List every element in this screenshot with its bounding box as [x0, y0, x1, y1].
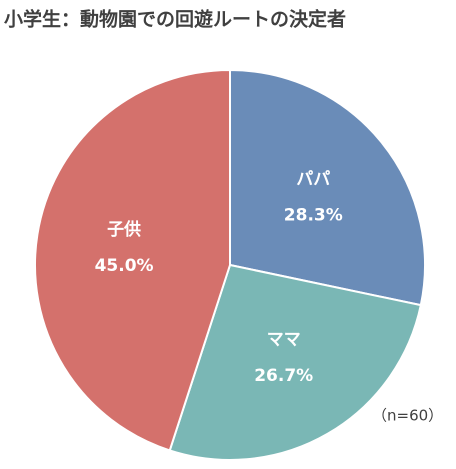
slice-category: 子供 [107, 219, 141, 240]
pie-slice [229, 68, 426, 307]
pie-slice [34, 68, 231, 452]
chart-title: 小学生：動物園での回遊ルートの決定者 [4, 8, 346, 31]
slice-category: ママ [267, 330, 301, 350]
slice-category: パパ [296, 169, 330, 189]
slice-value: 28.3% [284, 205, 343, 225]
annotation: （n=60） [372, 407, 443, 425]
slice-value: 26.7% [254, 366, 313, 386]
pie-slice [168, 263, 423, 461]
slice-value: 45.0% [95, 256, 154, 276]
